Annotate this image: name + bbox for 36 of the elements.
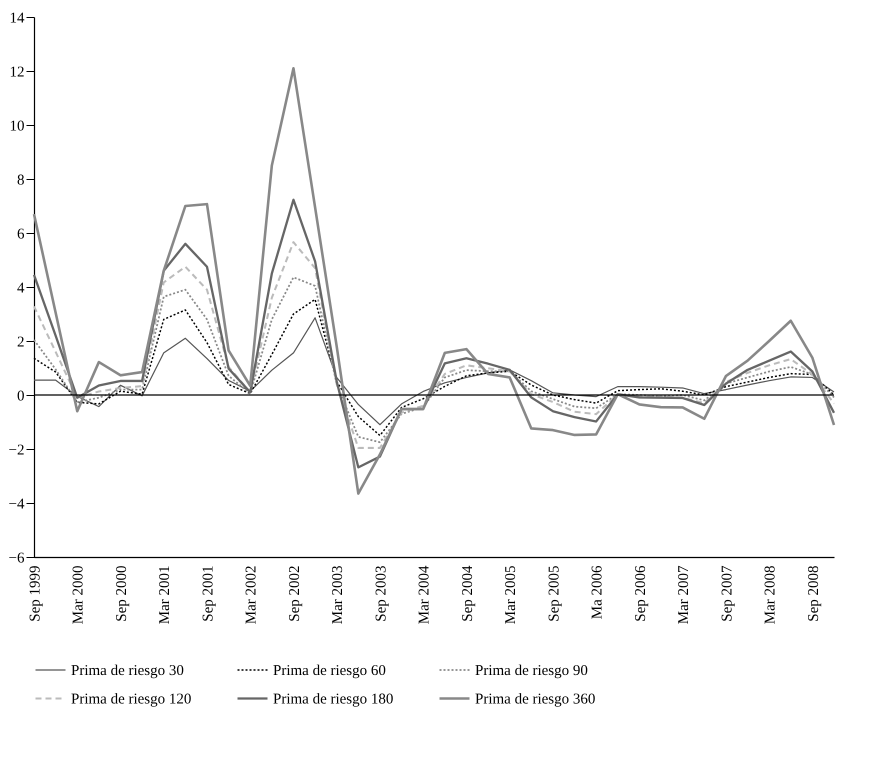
y-tick-label: 0 [17, 388, 24, 404]
y-tick-label: −6 [8, 550, 25, 566]
legend-label: Prima de riesgo 180 [273, 692, 394, 708]
y-tick-label: 2 [17, 334, 24, 350]
x-tick-label: Sep 2005 [546, 566, 562, 622]
y-tick-label: 4 [17, 280, 25, 296]
x-tick-label: Sep 2004 [460, 565, 476, 622]
x-tick-label: Sep 2008 [806, 566, 822, 622]
legend-label: Prima de riesgo 60 [273, 663, 386, 679]
x-tick-label: Mar 2008 [762, 566, 779, 624]
x-tick-label: Mar 2002 [244, 566, 260, 624]
x-tick-label: Mar 2005 [503, 566, 520, 624]
x-tick-label: Sep 2000 [114, 566, 130, 622]
x-tick-label: Sep 2002 [286, 566, 303, 622]
legend-label: Prima de riesgo 120 [71, 692, 192, 708]
x-tick-label: Sep 2001 [200, 566, 216, 622]
legend-label: Prima de riesgo 30 [71, 663, 184, 679]
y-tick-label: −2 [8, 442, 24, 458]
x-tick-label: Mar 2003 [330, 566, 346, 624]
y-tick-label: −4 [8, 496, 25, 512]
x-tick-label: Sep 2003 [373, 566, 390, 622]
x-tick-label: Mar 2001 [157, 566, 174, 624]
y-tick-label: 12 [10, 64, 24, 80]
x-tick-label: Ma 2006 [590, 565, 606, 620]
x-tick-label: Sep 1999 [28, 566, 44, 622]
y-tick-label: 10 [10, 118, 24, 134]
x-tick-label: Sep 2006 [632, 565, 649, 622]
y-tick-label: 14 [10, 10, 25, 26]
y-tick-label: 6 [17, 226, 25, 242]
legend-label: Prima de riesgo 90 [475, 663, 588, 679]
y-tick-label: 8 [17, 172, 24, 188]
x-tick-label: Mar 2004 [416, 565, 433, 624]
x-tick-label: Mar 2007 [676, 565, 692, 624]
legend-label: Prima de riesgo 360 [475, 692, 596, 708]
x-tick-label: Sep 2007 [719, 565, 736, 622]
x-tick-label: Mar 2000 [70, 566, 87, 624]
